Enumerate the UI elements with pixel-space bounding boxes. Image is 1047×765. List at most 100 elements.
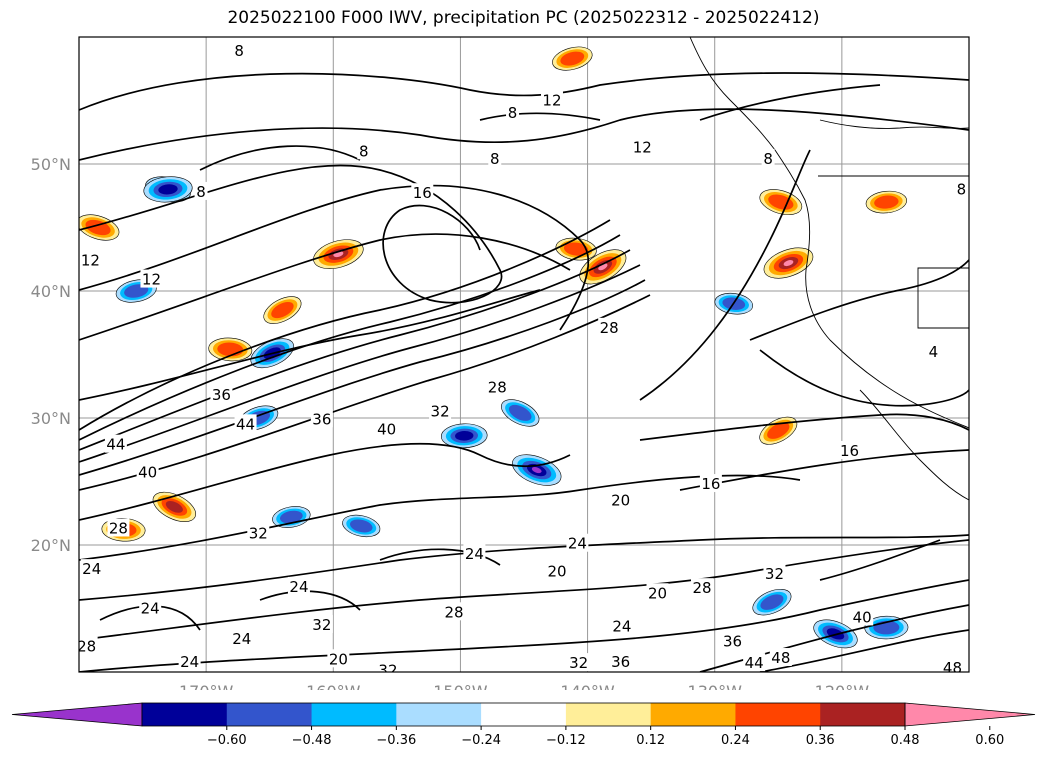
contour-line [79,474,801,561]
graticule [79,37,969,672]
coastline [689,37,969,429]
contour-label: 28 [445,603,464,621]
precip-blob [143,176,193,203]
precip-level [165,500,183,513]
contour-label-bg [310,409,333,428]
contour-line [79,579,969,672]
contour-label: 32 [431,403,450,421]
contour-label-bg [838,441,861,460]
contour-label-bg [567,653,590,672]
contour-label-bg [310,615,333,634]
contour-label: 28 [600,319,619,337]
map-frame [78,36,970,673]
contour-label: 48 [771,649,790,667]
contour-label-bg [954,179,968,198]
contour-label: 8 [957,180,967,198]
contour-label-bg [941,658,964,672]
contour-label-bg [79,636,98,655]
precip-blob [263,296,302,324]
precip-level [768,194,794,210]
contour-label-bg [851,607,874,626]
colorbar-segment [396,703,482,726]
contour-label: 32 [249,525,268,543]
contour-label-bg [486,377,509,396]
colorbar-tick-label: −0.12 [546,733,586,748]
contour-line [79,289,541,401]
precip-blob [208,337,253,362]
contour-label-bg [631,137,654,156]
contour-label-bg [763,564,786,583]
precip-blob [759,189,803,216]
contour-label: 36 [723,633,742,651]
precip-level [760,594,784,610]
contour-label-bg [80,559,103,578]
colorbar-segment [820,703,906,726]
contour-label: 20 [548,563,567,581]
contour-label-bg [178,651,201,670]
contour-label: 28 [692,579,711,597]
contour-label-bg [546,561,569,580]
contour-line [819,539,941,581]
contour-label: 12 [542,92,561,110]
precip-level [874,195,899,209]
precip-blob [342,514,381,538]
precip-blob [501,399,540,427]
contour-label-bg [566,533,589,552]
contour-label: 4 [929,343,939,361]
contour-label: 32 [378,662,397,680]
longitude-tick-label: 120°W [815,682,870,690]
contour-label-bg [761,148,775,167]
precip-level [124,284,149,298]
contour-label: 40 [377,420,396,438]
contour-label: 32 [765,565,784,583]
precip-level [531,466,542,474]
contour-label: 36 [611,653,630,671]
precip-level [783,260,794,267]
contour-line [79,108,969,161]
contour-line [759,629,969,672]
colorbar-segment [142,703,228,726]
contour-label-bg [104,434,127,453]
contour-line [79,164,503,304]
latitude-tick-label: 50°N [31,155,71,174]
precip-blob [272,506,311,528]
contour-label-bg [376,660,399,672]
colorbar-tick-label: −0.48 [292,733,332,748]
contour-label-bg [210,385,233,404]
longitude-tick-label: 140°W [560,682,615,690]
contour-line [259,590,361,611]
contour-label-bg [139,598,162,617]
precip-level [158,184,178,195]
contour-label-bg [411,183,434,202]
colorbar-tick-label: −0.60 [207,733,247,748]
contour-label: 8 [763,150,773,168]
contour-label: 12 [633,138,652,156]
contour-label-bg [140,269,163,288]
latitude-labels: 20°N 30°N 40°N 50°N [31,155,71,555]
contour-line [699,604,969,672]
precip-blob [152,491,196,522]
contour-label: 12 [142,271,161,289]
contour-line [759,349,969,407]
contour-label-bg [232,40,246,59]
precip-level [279,510,303,524]
contour-label: 24 [568,535,587,553]
contour-line [79,72,969,111]
contour-line [79,264,641,463]
precip-level [350,519,373,533]
colorbar-tick-label: −0.36 [376,733,416,748]
contour-label: 8 [490,150,500,168]
precip-blob [552,46,593,71]
contour-line [479,112,601,121]
precip-blob [752,588,792,616]
contour-line [639,149,811,401]
contour-label: 36 [212,386,231,404]
contour-label: 16 [701,475,720,493]
contour-label: 12 [81,252,100,270]
colorbar-segment [565,703,652,726]
precip-level [598,263,608,271]
colorbar-segment [481,703,567,726]
iwv-contours [79,72,969,672]
contour-label: 24 [289,578,308,596]
